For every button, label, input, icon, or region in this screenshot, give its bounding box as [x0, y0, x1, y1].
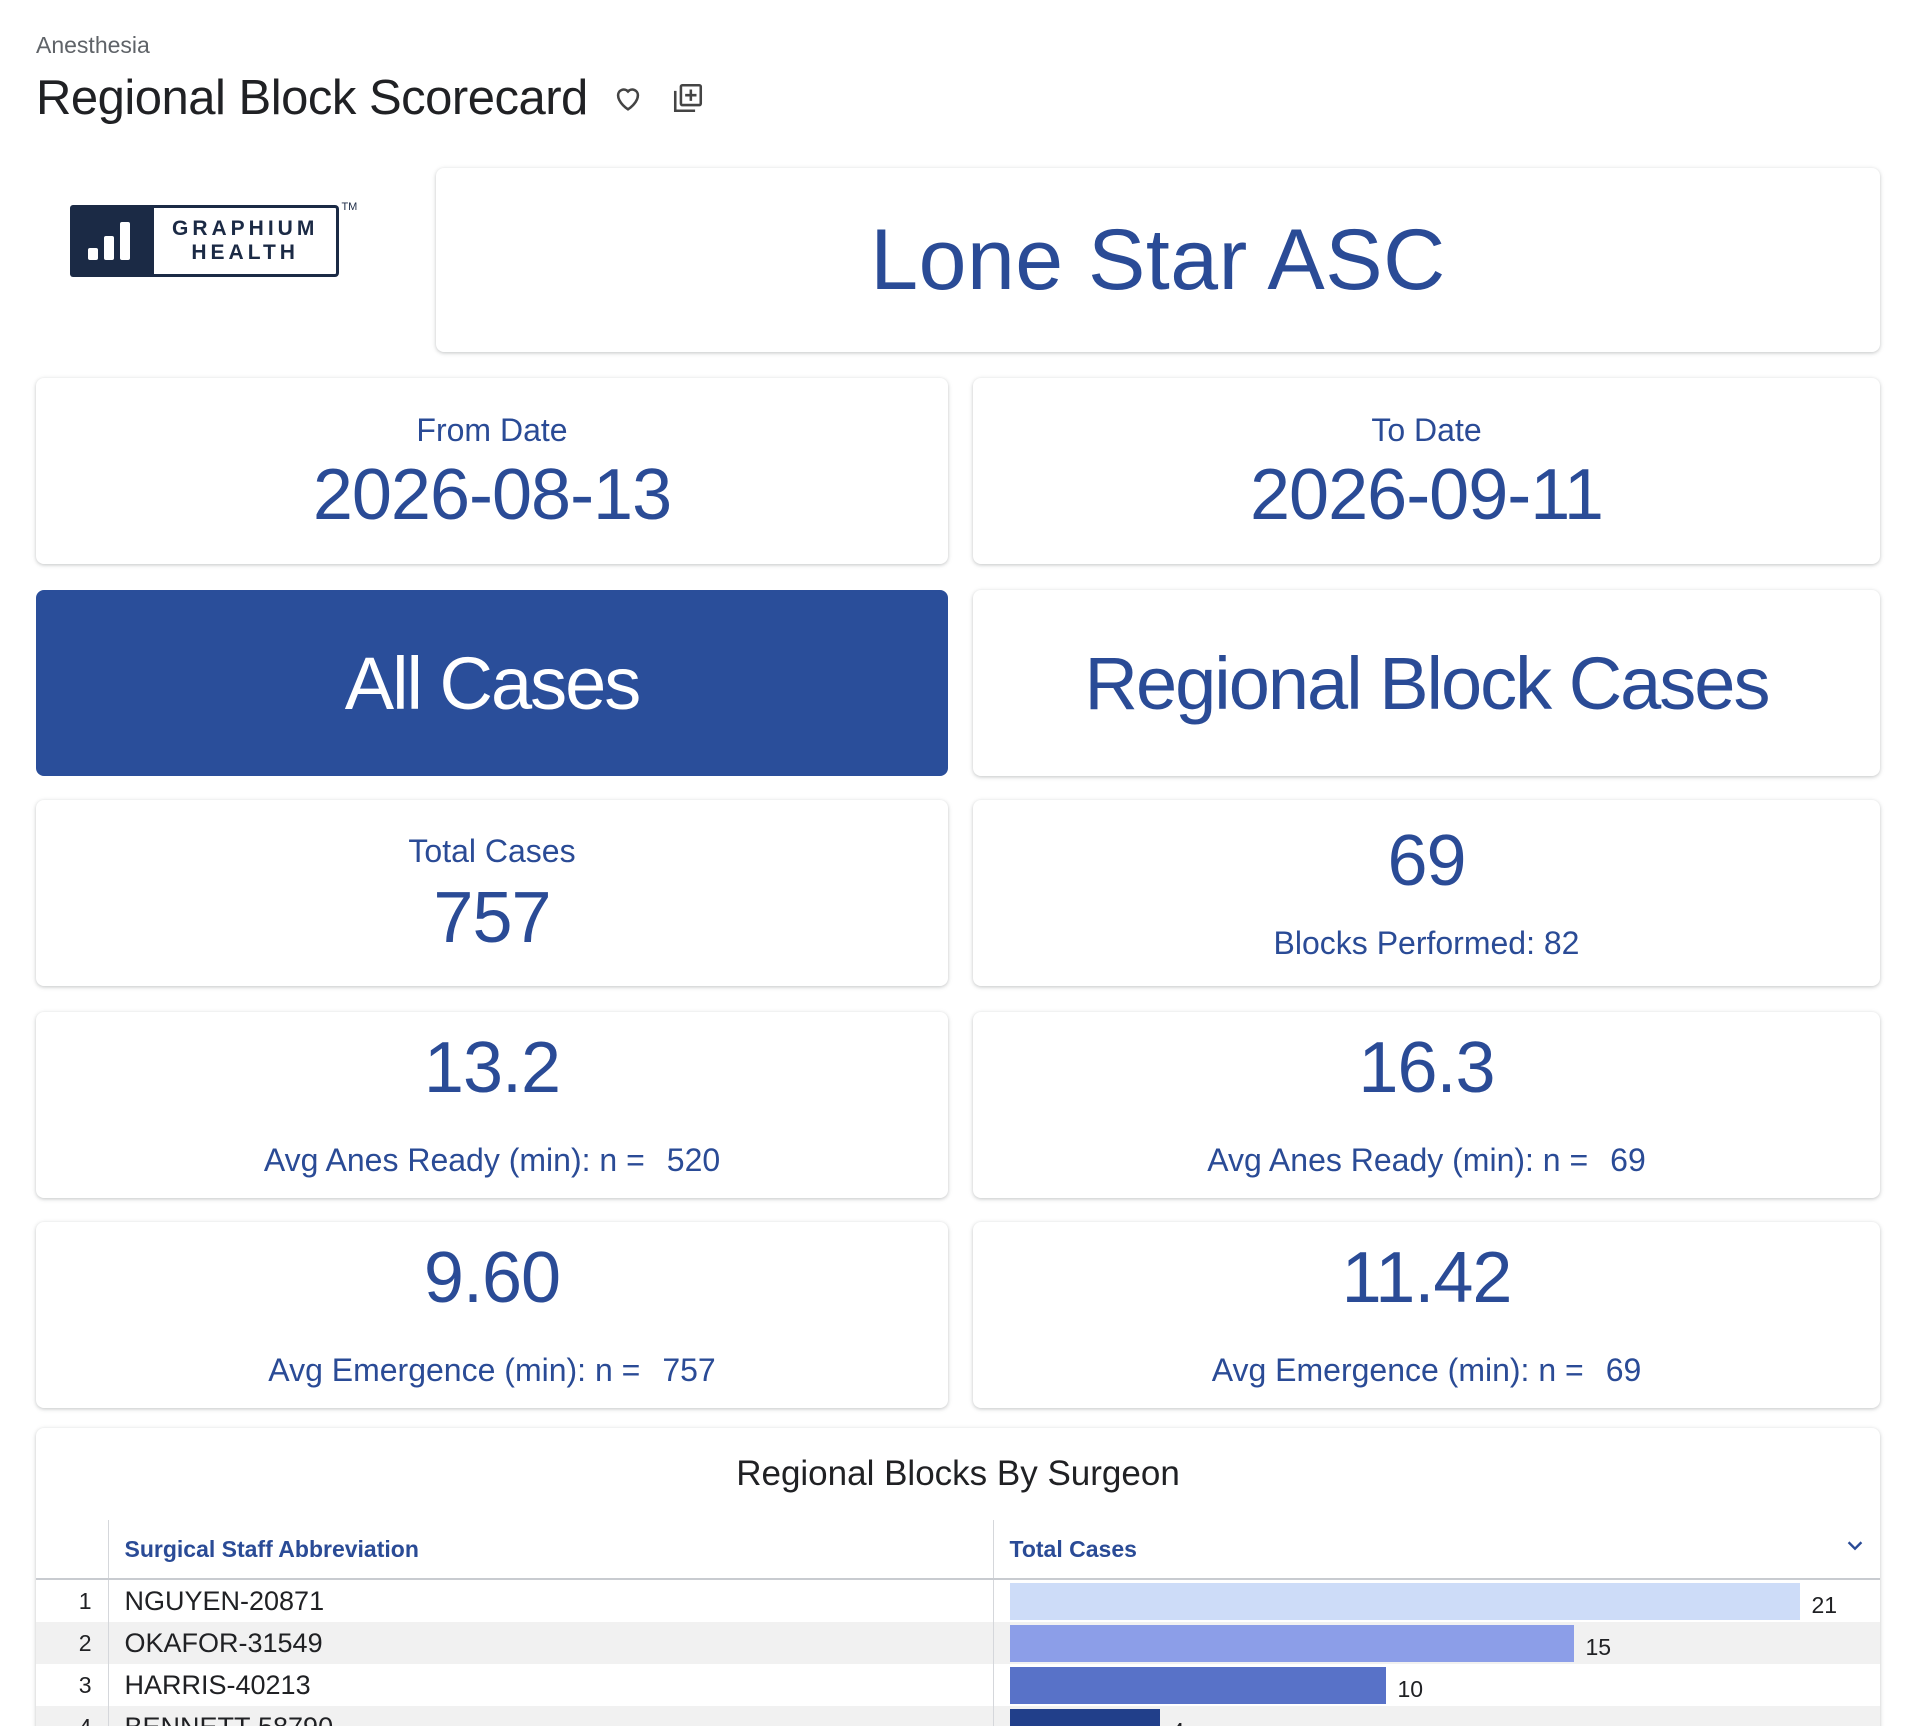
- graphium-health-logo: GRAPHIUM HEALTH TM: [70, 201, 357, 277]
- total-cases-bar: [1009, 1667, 1386, 1704]
- facility-name: Lone Star ASC: [870, 211, 1446, 308]
- sort-descending-icon[interactable]: [1844, 1534, 1866, 1562]
- total-cases-value: 21: [1811, 1592, 1838, 1618]
- regional-anes-ready-caption: Avg Anes Ready (min): n = 69: [1207, 1142, 1646, 1179]
- total-cases-bar: [1009, 1709, 1160, 1726]
- column-header-total-cases-label: Total Cases: [1009, 1535, 1137, 1562]
- surgeon-name: NGUYEN-20871: [107, 1579, 993, 1622]
- regional-anes-ready-label: Avg Anes Ready (min): n =: [1207, 1141, 1589, 1178]
- regional-cases-card: 69 Blocks Performed: 82: [973, 800, 1880, 986]
- regional-anes-ready-value: 16.3: [1358, 1027, 1495, 1108]
- surgeon-table-card: Regional Blocks By Surgeon Surgical Staf…: [36, 1428, 1880, 1726]
- regional-anes-ready-card: 16.3 Avg Anes Ready (min): n = 69: [973, 1012, 1880, 1198]
- total-cases-bar: [1009, 1583, 1800, 1620]
- bar-wrap: 10: [1009, 1664, 1865, 1706]
- add-to-collection-icon[interactable]: [668, 78, 708, 118]
- all-anes-ready-caption: Avg Anes Ready (min): n = 520: [264, 1142, 720, 1179]
- total-cases-value: 4: [1172, 1718, 1185, 1726]
- all-anes-ready-card: 13.2 Avg Anes Ready (min): n = 520: [36, 1012, 948, 1198]
- bar-wrap: 4: [1009, 1706, 1865, 1726]
- all-emergence-value: 9.60: [423, 1237, 561, 1318]
- heart-outline-icon[interactable]: [608, 78, 648, 118]
- total-cases-cell: 10: [992, 1664, 1880, 1706]
- surgeon-name: BENNETT-58790: [107, 1706, 993, 1726]
- regional-anes-ready-n: 69: [1610, 1141, 1646, 1178]
- table-row[interactable]: 1 NGUYEN-20871 21: [36, 1579, 1880, 1622]
- all-emergence-card: 9.60 Avg Emergence (min): n = 757: [36, 1222, 948, 1408]
- logo-bars-icon: [70, 205, 154, 277]
- table-row[interactable]: 2 OKAFOR-31549 15: [36, 1622, 1880, 1664]
- table-row[interactable]: 3 HARRIS-40213 10: [36, 1664, 1880, 1706]
- regional-emergence-label: Avg Emergence (min): n =: [1211, 1351, 1584, 1388]
- regional-emergence-caption: Avg Emergence (min): n = 69: [1212, 1352, 1642, 1389]
- column-header-surgeon[interactable]: Surgical Staff Abbreviation: [107, 1520, 993, 1580]
- surgeon-name: OKAFOR-31549: [107, 1622, 993, 1664]
- all-emergence-n: 757: [662, 1351, 716, 1388]
- column-header-total-cases[interactable]: Total Cases: [992, 1520, 1880, 1580]
- surgeon-name: HARRIS-40213: [107, 1664, 993, 1706]
- blocks-performed-label: Blocks Performed: 82: [1273, 924, 1580, 961]
- index-column-header: [36, 1520, 108, 1580]
- total-cases-cell: 21: [992, 1579, 1880, 1622]
- all-cases-header: All Cases: [36, 590, 948, 776]
- to-date-label: To Date: [1371, 411, 1482, 448]
- logo-wordmark: GRAPHIUM HEALTH: [154, 205, 340, 277]
- from-date-card: From Date 2026-08-13: [36, 378, 948, 564]
- from-date-label: From Date: [416, 411, 568, 448]
- surgeon-table: Surgical Staff Abbreviation Total Cases …: [36, 1520, 1880, 1726]
- title-row: Regional Block Scorecard: [36, 68, 708, 128]
- total-cases-label: Total Cases: [408, 832, 576, 869]
- total-cases-value: 15: [1585, 1634, 1612, 1660]
- total-cases-value: 757: [433, 877, 551, 958]
- page-title: Regional Block Scorecard: [36, 71, 588, 125]
- total-cases-value: 10: [1397, 1676, 1424, 1702]
- regional-emergence-card: 11.42 Avg Emergence (min): n = 69: [973, 1222, 1880, 1408]
- to-date-value: 2026-09-11: [1250, 454, 1604, 535]
- to-date-card: To Date 2026-09-11: [973, 378, 1880, 564]
- total-cases-card: Total Cases 757: [36, 800, 948, 986]
- logo-trademark: TM: [341, 201, 358, 213]
- total-cases-cell: 15: [992, 1622, 1880, 1664]
- regional-block-cases-header: Regional Block Cases: [973, 590, 1880, 776]
- table-title: Regional Blocks By Surgeon: [736, 1454, 1180, 1493]
- total-cases-cell: 4: [992, 1706, 1880, 1726]
- all-anes-ready-n: 520: [666, 1141, 721, 1178]
- breadcrumb[interactable]: Anesthesia: [36, 32, 150, 58]
- row-index: 3: [78, 1671, 92, 1698]
- table-row[interactable]: 4BENNETT-587904: [36, 1706, 1880, 1726]
- regional-emergence-value: 11.42: [1341, 1237, 1513, 1318]
- regional-cases-value: 69: [1387, 820, 1466, 901]
- row-index: 2: [36, 1622, 108, 1664]
- all-anes-ready-value: 13.2: [423, 1027, 561, 1108]
- table-header-row: Surgical Staff Abbreviation Total Cases: [36, 1520, 1880, 1580]
- all-emergence-caption: Avg Emergence (min): n = 757: [268, 1352, 715, 1389]
- logo-text-line2: HEALTH: [191, 241, 299, 264]
- bar-wrap: 21: [1009, 1580, 1865, 1622]
- row-index: 4: [36, 1706, 108, 1726]
- regional-emergence-n: 69: [1605, 1351, 1642, 1388]
- all-emergence-label: Avg Emergence (min): n =: [268, 1351, 641, 1388]
- bar-wrap: 15: [1009, 1622, 1865, 1664]
- total-cases-bar: [1009, 1625, 1574, 1662]
- from-date-value: 2026-08-13: [312, 454, 672, 535]
- row-index: 1: [78, 1587, 92, 1614]
- logo-text-line1: GRAPHIUM: [172, 217, 319, 240]
- facility-card: Lone Star ASC: [436, 168, 1880, 352]
- all-anes-ready-label: Avg Anes Ready (min): n =: [263, 1141, 645, 1178]
